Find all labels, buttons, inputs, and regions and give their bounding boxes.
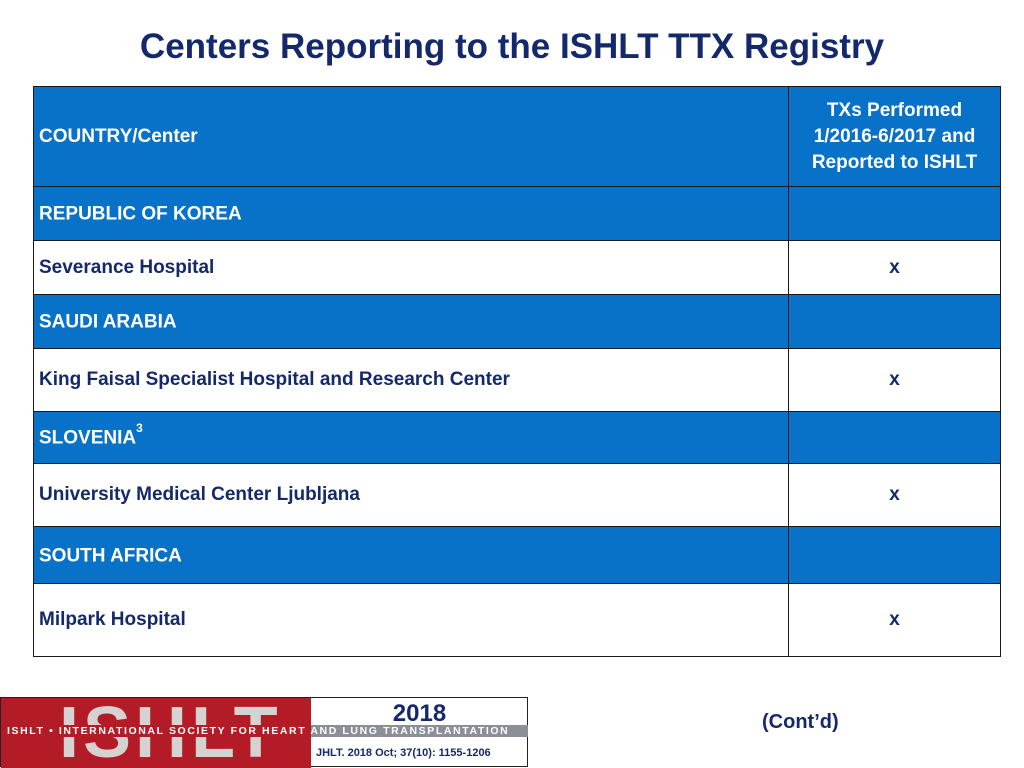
tx-mark: x	[788, 583, 1001, 657]
tx-mark: x	[788, 463, 1001, 527]
country-label: SLOVENIA	[39, 427, 137, 449]
country-label: REPUBLIC OF KOREA	[39, 203, 242, 225]
center-cell: Milpark Hospital	[33, 583, 789, 657]
country-row: REPUBLIC OF KOREA	[33, 186, 1001, 241]
table-header-row: COUNTRY/Center TXs Performed 1/2016-6/20…	[33, 86, 1001, 187]
header-line: TXs Performed	[826, 99, 963, 121]
header-country-center: COUNTRY/Center	[33, 86, 789, 187]
center-cell: King Faisal Specialist Hospital and Rese…	[33, 348, 789, 412]
ishlt-footer-logo: ISHLT ISHLT • INTERNATIONAL SOCIETY FOR …	[0, 697, 528, 768]
center-cell: University Medical Center Ljubljana	[33, 463, 789, 527]
country-mark-cell	[788, 294, 1001, 349]
header-line: Reported to ISHLT	[811, 151, 978, 173]
country-cell: SAUDI ARABIA	[33, 294, 789, 349]
country-row: SAUDI ARABIA	[33, 294, 1001, 349]
center-cell: Severance Hospital	[33, 240, 789, 295]
country-mark-cell	[788, 411, 1001, 464]
continued-label: (Cont’d)	[762, 711, 839, 733]
page-title: Centers Reporting to the ISHLT TTX Regis…	[139, 27, 885, 66]
country-label: SAUDI ARABIA	[39, 311, 177, 333]
footnote-marker: 3	[136, 421, 143, 436]
country-cell: SOUTH AFRICA	[33, 526, 789, 584]
country-label: SOUTH AFRICA	[39, 545, 182, 567]
country-mark-cell	[788, 526, 1001, 584]
country-cell: SLOVENIA3	[33, 411, 789, 464]
tx-mark: x	[788, 240, 1001, 295]
header-txs-performed: TXs Performed 1/2016-6/2017 and Reported…	[788, 86, 1001, 187]
country-row: SLOVENIA3	[33, 411, 1001, 464]
center-row: University Medical Center Ljubljana x	[33, 463, 1001, 527]
country-cell: REPUBLIC OF KOREA	[33, 186, 789, 241]
country-mark-cell	[788, 186, 1001, 241]
header-line: 1/2016-6/2017 and	[813, 125, 976, 147]
society-tagline: ISHLT • INTERNATIONAL SOCIETY FOR HEART …	[7, 725, 510, 737]
center-row: King Faisal Specialist Hospital and Rese…	[33, 348, 1001, 412]
journal-citation: JHLT. 2018 Oct; 37(10): 1155-1206	[316, 747, 491, 759]
tagline-band-grey	[311, 725, 528, 737]
registry-year: 2018	[392, 700, 447, 727]
centers-table: COUNTRY/Center TXs Performed 1/2016-6/20…	[33, 86, 1001, 657]
tx-mark: x	[788, 348, 1001, 412]
country-row: SOUTH AFRICA	[33, 526, 1001, 584]
center-row: Severance Hospital x	[33, 240, 1001, 295]
center-row: Milpark Hospital x	[33, 583, 1001, 657]
